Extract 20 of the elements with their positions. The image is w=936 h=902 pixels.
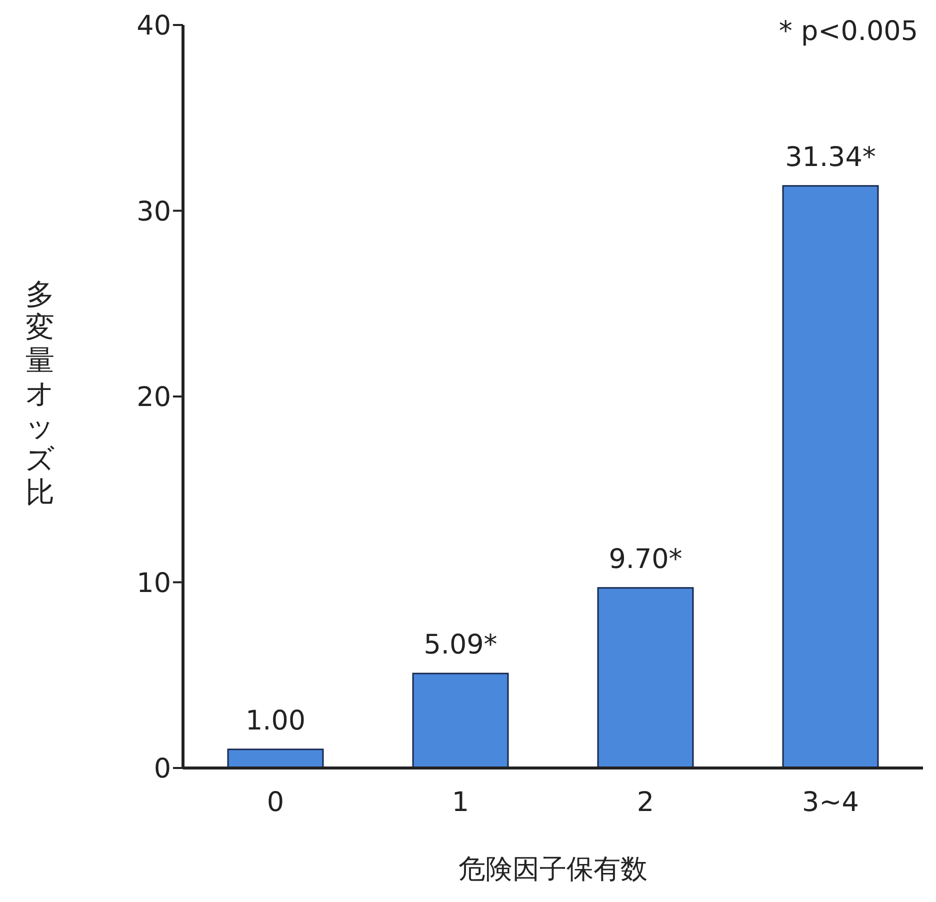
x-axis-title: 危険因子保有数 (458, 854, 648, 885)
x-tick-label: 2 (636, 787, 654, 818)
y-tick-label: 10 (136, 568, 171, 599)
y-axis-title: 多変量オッズ比 (24, 277, 56, 509)
bar (412, 672, 509, 768)
bar (227, 748, 324, 768)
bar (782, 185, 879, 768)
data-label: 9.70* (608, 544, 682, 575)
bar (597, 587, 694, 768)
y-tick-label: 40 (136, 10, 171, 42)
data-label: 5.09* (424, 629, 498, 660)
data-label: 1.00 (245, 705, 306, 736)
y-tick-label: 20 (136, 382, 171, 414)
x-tick-label: 1 (452, 787, 470, 818)
y-tick-label: 0 (154, 754, 171, 785)
annotation: * p<0.005 (778, 16, 918, 47)
x-tick-label: 3~4 (802, 787, 859, 818)
y-tick-label: 30 (136, 196, 171, 228)
x-tick-label: 0 (266, 787, 284, 818)
data-label: 31.34* (785, 142, 876, 173)
